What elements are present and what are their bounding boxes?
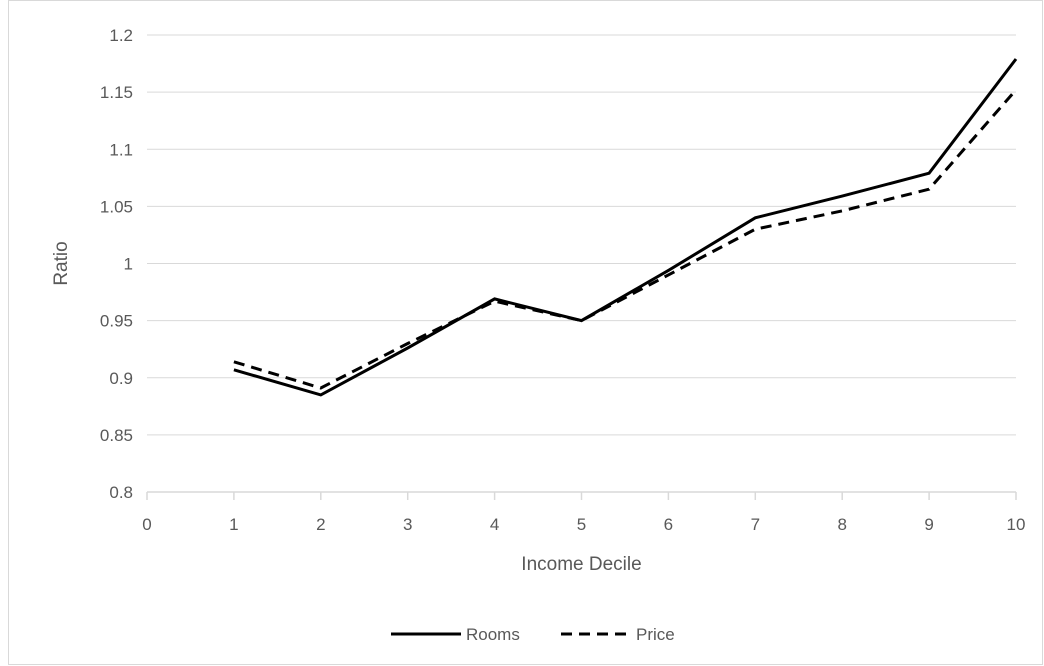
y-axis-title: Ratio	[51, 241, 72, 285]
y-tick-labels: 0.8 0.85 0.9 0.95 1 1.05 1.1 1.15 1.2	[100, 26, 133, 502]
series-line-rooms	[233, 58, 1018, 397]
series-line-price	[233, 88, 1018, 390]
y-tick-label: 1.2	[109, 26, 133, 45]
line-chart: 0.8 0.85 0.9 0.95 1 1.05 1.1 1.15 1.2 0 1 2 3 4 5 6 7 8 9…	[51, 26, 1025, 644]
chart-frame: 0.8 0.85 0.9 0.95 1 1.05 1.1 1.15 1.2 0 1 2 3 4 5 6 7 8 9…	[8, 0, 1043, 665]
y-tick-label: 0.85	[100, 426, 133, 445]
y-tick-label: 1.1	[109, 140, 133, 159]
axes	[146, 491, 1017, 500]
y-tick-label: 1.05	[100, 197, 133, 216]
y-tick-label: 1	[124, 255, 133, 274]
x-tick-label: 2	[316, 515, 325, 534]
x-tick-label: 8	[837, 515, 846, 534]
x-tick-label: 4	[490, 515, 499, 534]
x-tick-label: 7	[751, 515, 760, 534]
y-tick-label: 0.8	[109, 483, 133, 502]
x-tick-label: 0	[142, 515, 151, 534]
x-tick-label: 3	[403, 515, 412, 534]
x-axis-title: Income Decile	[521, 554, 641, 575]
x-tick-labels: 0 1 2 3 4 5 6 7 8 9 10	[142, 515, 1025, 534]
y-tick-label: 0.95	[100, 312, 133, 331]
x-tick-label: 6	[664, 515, 673, 534]
legend: Rooms Price	[391, 625, 675, 644]
y-tick-label: 0.9	[109, 369, 133, 388]
x-tick-label: 1	[229, 515, 238, 534]
series-lines	[233, 58, 1018, 397]
legend-label-rooms: Rooms	[466, 625, 520, 644]
legend-label-price: Price	[636, 625, 675, 644]
x-tick-label: 10	[1007, 515, 1026, 534]
y-tick-label: 1.15	[100, 83, 133, 102]
x-tick-label: 5	[577, 515, 586, 534]
x-tick-label: 9	[924, 515, 933, 534]
